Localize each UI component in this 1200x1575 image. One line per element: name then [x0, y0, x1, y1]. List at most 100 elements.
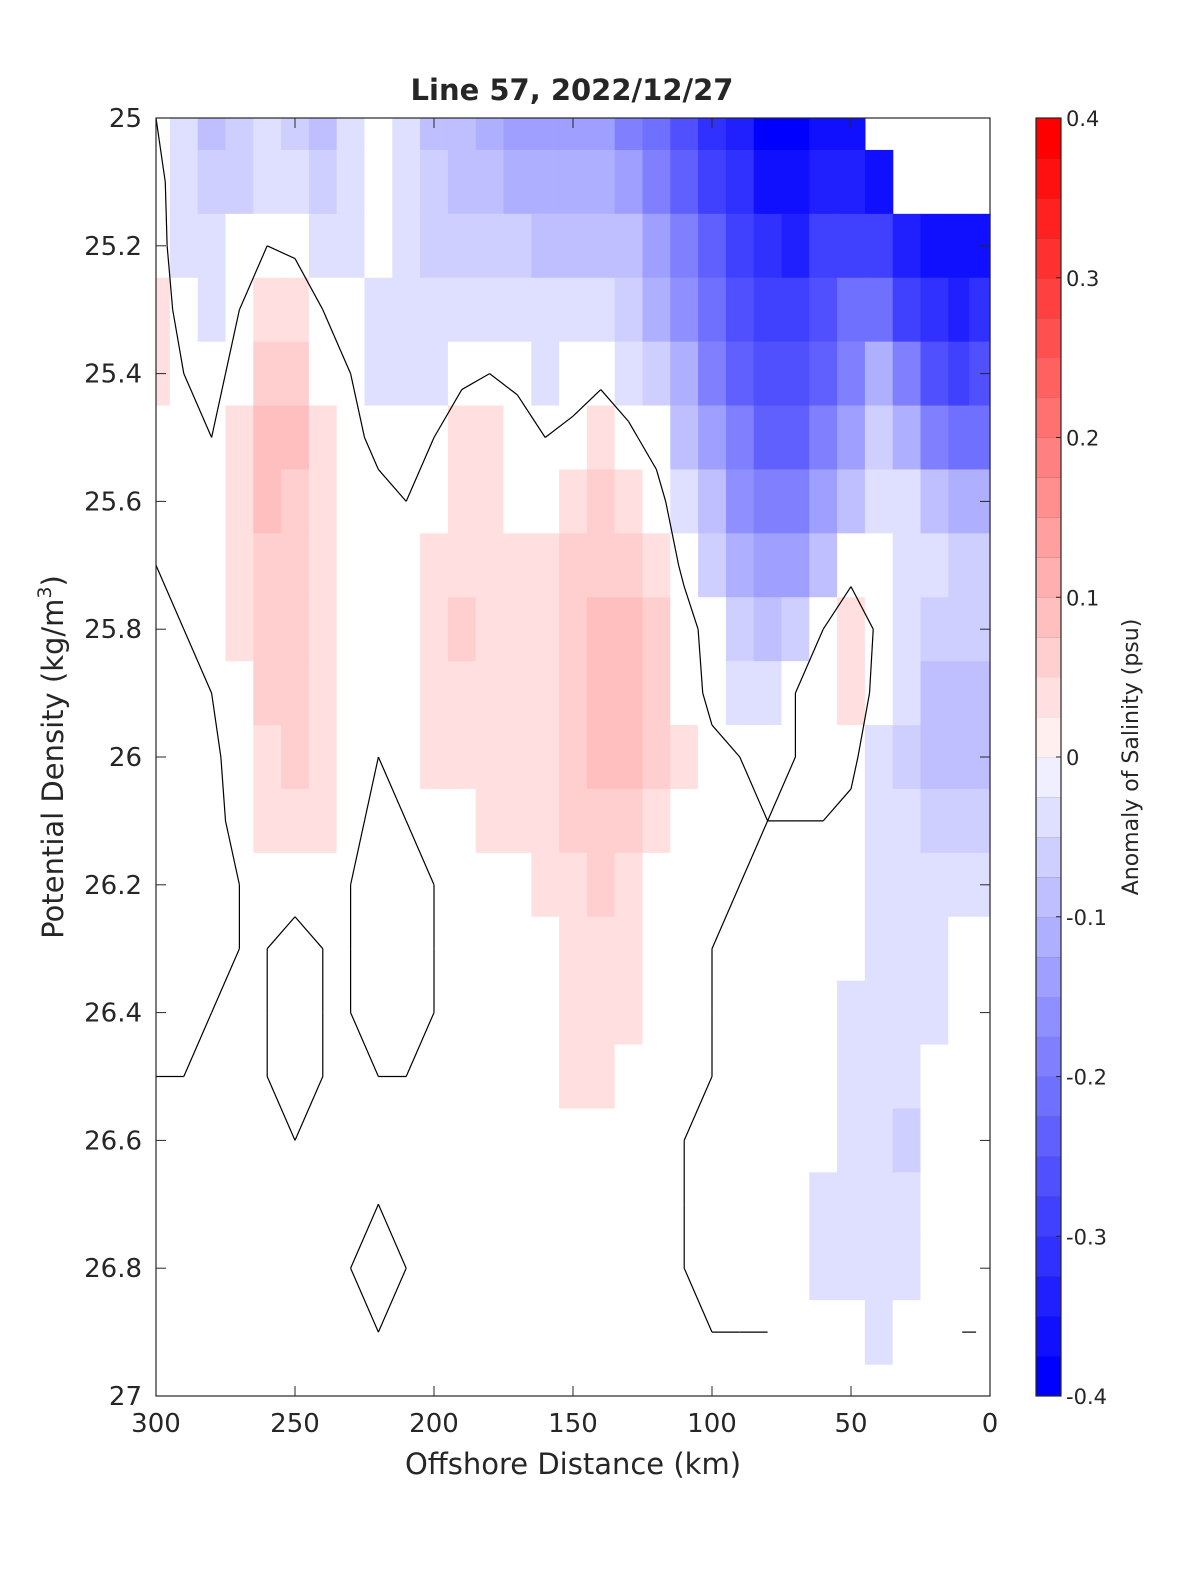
heatmap-cell — [809, 1172, 838, 1237]
colorbar-frame — [1035, 117, 1062, 1397]
heatmap-cell — [614, 341, 644, 407]
heatmap-cell — [392, 277, 421, 343]
heatmap-cell — [837, 916, 866, 982]
heatmap-cell — [698, 725, 727, 790]
heatmap-cell — [281, 661, 310, 726]
colorbar-band — [1036, 237, 1061, 279]
heatmap-cell — [614, 533, 644, 598]
heatmap-cell — [586, 980, 616, 1046]
heatmap-cell — [586, 405, 616, 471]
heatmap-cell — [420, 1044, 449, 1110]
heatmap-cell — [308, 405, 338, 471]
heatmap-cell — [156, 1300, 171, 1365]
y-tick-label: 25.6 — [84, 487, 142, 517]
heatmap-cell — [197, 597, 227, 662]
heatmap-cell — [892, 341, 922, 407]
heatmap-cell — [475, 980, 505, 1046]
heatmap-cell — [364, 1236, 393, 1301]
heatmap-cell — [614, 213, 644, 279]
heatmap-cell — [336, 469, 366, 534]
heatmap-cell — [253, 118, 282, 151]
heatmap-cell — [420, 341, 449, 407]
heatmap-cell — [169, 213, 199, 279]
heatmap-cell — [308, 725, 338, 790]
zero-contour-segment — [377, 469, 407, 502]
heatmap-cell — [892, 597, 922, 662]
heatmap-cell — [698, 277, 727, 343]
heatmap-cell — [920, 1108, 949, 1173]
heatmap-cell — [809, 533, 838, 598]
heatmap-cell — [642, 597, 671, 662]
zero-contour-segment — [822, 586, 852, 630]
colorbar-band — [1036, 597, 1061, 638]
y-tick-label: 27 — [109, 1382, 142, 1412]
heatmap-cell — [336, 1044, 366, 1110]
heatmap-cell — [447, 1300, 477, 1365]
heatmap-cell — [920, 341, 949, 407]
heatmap-cell — [531, 725, 560, 790]
heatmap-cell — [531, 533, 560, 598]
heatmap-cell — [197, 341, 227, 407]
heatmap-cell — [614, 1108, 644, 1173]
y-tick-label: 26.4 — [84, 999, 142, 1029]
heatmap-cell — [503, 149, 532, 215]
heatmap-cell — [809, 469, 838, 534]
heatmap-cell — [614, 1172, 644, 1237]
zero-contour-segment — [572, 389, 602, 417]
x-axis-label: Offshore Distance (km) — [405, 1447, 741, 1481]
heatmap-cell — [253, 277, 282, 343]
colorbar-band — [1036, 876, 1061, 918]
heatmap-cell — [531, 149, 560, 215]
heatmap-cell — [531, 118, 560, 151]
heatmap-cell — [642, 1172, 671, 1237]
heatmap-cell — [156, 405, 171, 471]
heatmap-cell — [197, 213, 227, 279]
heatmap-cell — [948, 597, 970, 662]
heatmap-cell — [420, 788, 449, 854]
heatmap-cell — [447, 597, 477, 662]
zero-contour-segment — [767, 756, 796, 822]
heatmap-cell — [642, 405, 671, 471]
heatmap-cell — [503, 118, 532, 151]
x-tick-label: 100 — [687, 1409, 737, 1439]
heatmap-cell — [475, 533, 505, 598]
heatmap-cell — [392, 852, 421, 918]
heatmap-cell — [420, 277, 449, 343]
zero-contour-lines — [155, 117, 977, 1333]
heatmap-cell — [475, 1108, 505, 1173]
x-tick-label: 150 — [548, 1409, 598, 1439]
heatmap-cell — [447, 1044, 477, 1110]
heatmap-cell — [753, 1108, 783, 1173]
heatmap-cell — [698, 469, 727, 534]
heatmap-cell — [586, 661, 616, 726]
heatmap-cell — [698, 213, 727, 279]
colorbar-band — [1036, 1356, 1061, 1397]
heatmap-cell — [969, 980, 991, 1046]
x-tick-label: 250 — [270, 1409, 320, 1439]
heatmap-cell — [197, 149, 227, 215]
heatmap-cell — [670, 213, 699, 279]
heatmap-cell — [642, 533, 671, 598]
heatmap-cell — [892, 533, 922, 598]
heatmap-cell — [969, 213, 991, 279]
heatmap-cell — [281, 341, 310, 407]
heatmap-cell — [614, 852, 644, 918]
heatmap-cell — [447, 118, 477, 151]
heatmap-cell — [920, 1300, 949, 1365]
heatmap-cell — [725, 788, 755, 854]
heatmap-cell — [503, 533, 532, 598]
heatmap-cell — [781, 277, 810, 343]
heatmap-cell — [586, 1236, 616, 1301]
heatmap-cell — [503, 469, 532, 534]
heatmap-cell — [614, 1300, 644, 1365]
heatmap-cell — [892, 1300, 922, 1365]
heatmap-cell — [864, 405, 894, 471]
heatmap-cell — [503, 1108, 532, 1173]
heatmap-cell — [169, 788, 199, 854]
heatmap-cell — [225, 1236, 254, 1301]
heatmap-cell — [281, 277, 310, 343]
y-tick-label: 25.2 — [84, 232, 142, 262]
heatmap-cell — [225, 661, 254, 726]
heatmap-cell — [864, 533, 894, 598]
heatmap-cell — [392, 661, 421, 726]
